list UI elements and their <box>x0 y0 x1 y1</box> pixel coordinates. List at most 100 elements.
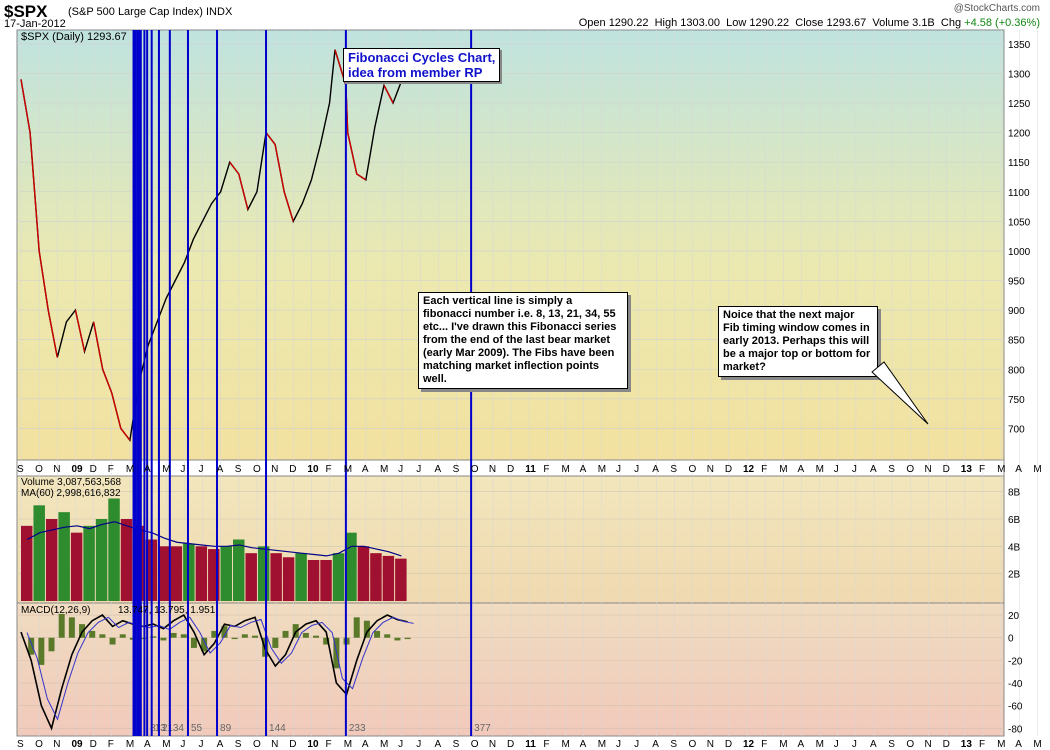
title-line-2: idea from member RP <box>348 65 483 80</box>
fib-line-label: 13 <box>155 723 167 734</box>
month-tick-label: 10 <box>307 464 319 475</box>
fib-explanation-note: Each vertical line is simply a fibonacci… <box>418 292 628 389</box>
month-tick-label: J <box>180 464 185 475</box>
month-tick-label: O <box>689 739 697 750</box>
month-tick-label: J <box>616 464 621 475</box>
month-tick-label: J <box>616 739 621 750</box>
macd-histogram-bar <box>48 637 55 652</box>
month-tick-label: A <box>797 739 804 750</box>
month-tick-label: A <box>362 739 369 750</box>
price-tick-label: 1050 <box>1008 217 1031 228</box>
volume-bar <box>395 558 407 601</box>
macd-histogram-bar <box>302 632 309 638</box>
price-down-segment <box>120 427 131 441</box>
macd-histogram-bar <box>251 635 258 638</box>
month-tick-label: 12 <box>743 739 755 750</box>
volume-bar <box>58 512 70 601</box>
macd-histogram-bar <box>180 634 187 638</box>
price-down-segment <box>102 368 113 394</box>
volume-bar <box>233 539 245 601</box>
month-tick-label: J <box>852 464 857 475</box>
volume-value: 3.1B <box>912 17 935 29</box>
ma-legend: MA(60) 2,998,616,832 <box>21 488 121 499</box>
month-tick-label: N <box>707 739 714 750</box>
month-tick-label: J <box>180 739 185 750</box>
month-tick-label: M <box>344 464 352 475</box>
month-tick-label: J <box>199 739 204 750</box>
month-tick-label: A <box>1015 739 1022 750</box>
month-tick-label: A <box>797 464 804 475</box>
fib-line-label: 144 <box>269 723 286 734</box>
signal-line <box>26 616 414 721</box>
volume-bar <box>45 519 58 601</box>
price-tick-label: 1000 <box>1008 247 1031 258</box>
month-tick-label: F <box>761 464 767 475</box>
volume-bar <box>295 553 307 601</box>
macd-histogram-bar <box>201 637 208 652</box>
volume-tick-label: 6B <box>1008 515 1021 526</box>
month-tick-label: D <box>289 739 296 750</box>
price-down-segment <box>334 49 342 68</box>
month-axis-band <box>16 459 1005 477</box>
month-tick-label: F <box>326 464 332 475</box>
ohlc-readout: Open 1290.22 High 1303.00 Low 1290.22 Cl… <box>579 17 1040 29</box>
month-tick-label: S <box>888 464 895 475</box>
volume-bar <box>208 549 220 601</box>
macd-histogram-bar <box>363 620 370 638</box>
volume-bar <box>370 553 382 601</box>
month-tick-label: O <box>906 739 914 750</box>
price-down-segment <box>47 309 58 358</box>
macd-legend-values: 13.747, 13.795, 1.951 <box>118 605 216 616</box>
chart-annotation-title: Fibonacci Cycles Chart, idea from member… <box>343 48 501 82</box>
month-tick-label: J <box>416 464 421 475</box>
macd-tick-label: 20 <box>1008 611 1020 622</box>
month-tick-label: M <box>997 739 1005 750</box>
macd-histogram-bar <box>190 637 197 648</box>
price-tick-label: 1300 <box>1008 69 1031 80</box>
month-tick-label: J <box>199 464 204 475</box>
price-tick-label: 800 <box>1008 365 1025 376</box>
month-tick-label: A <box>434 464 441 475</box>
price-down-segment <box>229 161 240 175</box>
fib-line-label: 34 <box>173 723 185 734</box>
price-tick-label: 950 <box>1008 277 1025 288</box>
macd-histogram-bar <box>272 637 279 648</box>
fib-line-label: 233 <box>349 723 366 734</box>
chart-date: 17-Jan-2012 <box>4 18 66 30</box>
volume-bar <box>170 546 183 601</box>
open-value: 1290.22 <box>608 17 649 29</box>
price-down-segment <box>74 309 86 352</box>
volume-bar <box>158 546 170 601</box>
month-tick-label: D <box>90 464 97 475</box>
month-tick-label: M <box>779 464 787 475</box>
month-tick-label: S <box>235 464 242 475</box>
price-tick-label: 900 <box>1008 306 1025 317</box>
month-tick-label: M <box>162 739 170 750</box>
month-tick-label: M <box>126 464 134 475</box>
month-tick-label: D <box>943 739 950 750</box>
price-tick-label: 1200 <box>1008 129 1031 140</box>
volume-bar <box>257 546 270 601</box>
volume-bar <box>108 498 120 601</box>
price-down-segment <box>20 79 31 133</box>
month-tick-label: M <box>562 464 570 475</box>
month-tick-label: J <box>834 464 839 475</box>
month-tick-label: 09 <box>71 739 83 750</box>
next-window-note: Noice that the next major Fib timing win… <box>718 306 878 377</box>
fib-line-label: 89 <box>220 723 232 734</box>
price-down-segment <box>383 84 394 104</box>
volume-bar <box>282 557 295 601</box>
month-tick-label: M <box>126 739 134 750</box>
volume-tick-label: 2B <box>1008 570 1021 581</box>
month-tick-label: N <box>271 464 278 475</box>
month-tick-label: D <box>90 739 97 750</box>
month-tick-label: D <box>507 464 514 475</box>
price-down-segment <box>238 173 249 210</box>
month-tick-label: O <box>471 464 479 475</box>
month-tick-label: M <box>380 739 388 750</box>
symbol-title: $SPX <box>4 2 48 21</box>
month-tick-label: D <box>725 464 732 475</box>
month-tick-label: J <box>852 739 857 750</box>
close-label: Close <box>795 17 824 29</box>
